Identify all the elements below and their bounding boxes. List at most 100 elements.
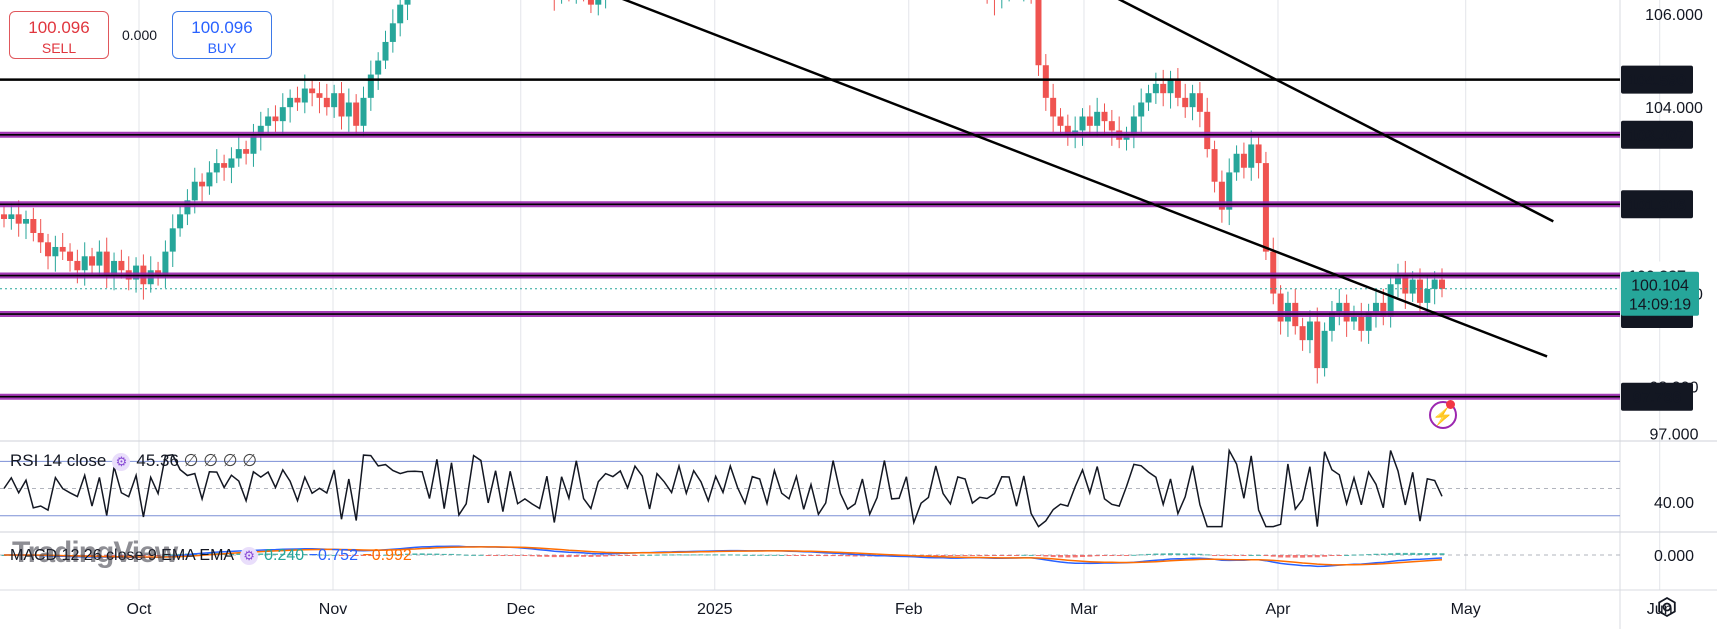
pane-separators xyxy=(0,440,1717,533)
rsi-line xyxy=(3,447,1443,528)
macd-hist-bar xyxy=(419,553,425,555)
macd-hist-bar xyxy=(228,553,234,555)
macd-hist-bar xyxy=(1138,554,1144,556)
macd-hist-bar xyxy=(383,554,389,556)
candle xyxy=(301,74,308,114)
macd-hist-bar xyxy=(390,554,396,556)
candle xyxy=(228,147,235,184)
macd-hist-bar xyxy=(148,555,154,556)
candle xyxy=(37,219,44,254)
macd-hist-bar xyxy=(302,554,308,556)
macd-hist-bar xyxy=(162,554,168,556)
macd-hist-bar xyxy=(991,555,997,556)
tradingview-watermark: TradingView xyxy=(12,536,178,569)
indicator-settings-icon[interactable]: ⚙ xyxy=(112,452,131,471)
macd-hist-bar xyxy=(375,555,381,556)
macd-hist-bar xyxy=(1050,555,1056,558)
candle xyxy=(1196,82,1203,128)
macd-tick-label: 0.000 xyxy=(1654,548,1694,565)
candle xyxy=(1336,288,1343,326)
rsi-label: RSI 14 close xyxy=(10,451,107,470)
candle xyxy=(103,237,110,288)
macd-hist-bar xyxy=(1109,555,1115,556)
candle xyxy=(52,235,59,272)
candle xyxy=(177,205,184,237)
macd-hist-bar xyxy=(1241,555,1247,556)
macd-hist-bar xyxy=(265,553,271,555)
macd-hist-bar xyxy=(654,554,660,556)
macd-hist-bar xyxy=(573,555,579,557)
candle xyxy=(1174,68,1181,107)
macd-hist-bar xyxy=(1292,555,1298,558)
candle xyxy=(199,173,206,202)
macd-hist-bar xyxy=(1175,553,1181,555)
buy-button[interactable]: 100.096 BUY xyxy=(172,11,272,59)
macd-hist-bar xyxy=(691,554,697,556)
macd-hist-bar xyxy=(89,555,95,556)
macd-hist-bar xyxy=(236,553,242,555)
macd-hist-bar xyxy=(823,555,829,557)
macd-hist-bar xyxy=(155,555,161,556)
level-price-text: 104.590 xyxy=(1628,73,1686,90)
macd-hist-bar xyxy=(977,555,983,556)
time-axis[interactable]: Oct Nov Dec 2025 Feb Mar Apr May Jun xyxy=(127,601,1673,618)
macd-hist-bar xyxy=(984,555,990,556)
macd-hist-bar xyxy=(551,555,557,558)
macd-hist-bar xyxy=(471,554,477,556)
current-price-text: 100.104 xyxy=(1631,278,1689,295)
rsi-legend[interactable]: RSI 14 close ⚙ 45.36 ∅ ∅ ∅ ∅ xyxy=(10,451,257,471)
macd-hist-bar xyxy=(1263,555,1269,556)
macd-hist-bar xyxy=(1197,553,1203,555)
macd-hist-bar xyxy=(529,555,535,557)
macd-hist-bar xyxy=(500,555,506,556)
candle xyxy=(1387,275,1394,328)
macd-hist-bar xyxy=(1006,555,1012,556)
macd-hist-bar xyxy=(940,555,946,557)
indicator-settings-icon[interactable]: ⚙ xyxy=(240,547,259,565)
candle xyxy=(279,93,286,135)
rsi-pane: 40.00 xyxy=(0,447,1694,528)
candle xyxy=(1079,108,1086,146)
macd-hist-bar xyxy=(537,555,543,557)
candle xyxy=(169,214,176,267)
macd-hist-bar xyxy=(742,554,748,556)
candle xyxy=(213,149,220,184)
macd-hist-bar xyxy=(206,552,212,555)
macd-hist-bar xyxy=(1336,555,1342,556)
macd-hist-bar xyxy=(126,555,132,556)
candle xyxy=(221,154,228,181)
sell-label: SELL xyxy=(41,40,77,56)
rsi-value: 45.36 xyxy=(136,451,179,470)
macd-hist-bar xyxy=(456,554,462,556)
candle xyxy=(404,0,411,21)
time-tick-label: Nov xyxy=(319,601,347,618)
macd-hist-bar xyxy=(258,553,264,555)
candle xyxy=(397,0,404,37)
candle xyxy=(235,135,242,167)
flash-icon[interactable]: ⚡ xyxy=(1429,401,1457,429)
price-axis[interactable]: 106.000104.000100.00098.00097.000104.590… xyxy=(1621,7,1703,443)
candle xyxy=(1218,170,1225,223)
macd-hist-bar xyxy=(1072,555,1078,558)
macd-hist-bar xyxy=(397,554,403,556)
macd-hist-bar xyxy=(581,555,587,557)
sell-button[interactable]: 100.096 SELL xyxy=(9,11,109,59)
macd-hist-bar xyxy=(449,553,455,555)
macd-hist-bar xyxy=(515,555,521,556)
macd-hist-bar xyxy=(412,553,418,555)
macd-hist-bar xyxy=(1380,553,1386,555)
candle xyxy=(257,111,264,151)
macd-legend[interactable]: MACD 12 26 close 9 EMA EMA ⚙ 0.240 −0.752 … xyxy=(10,547,412,565)
candle xyxy=(1108,109,1115,146)
macd-hist-bar xyxy=(625,555,631,556)
candle xyxy=(1,205,7,228)
macd-hist-bar xyxy=(757,554,763,556)
macd-hist-bar xyxy=(1314,555,1320,558)
macd-hist-bar xyxy=(669,554,675,556)
settings-gear-icon[interactable] xyxy=(1656,596,1678,618)
macd-hist-bar xyxy=(324,554,330,556)
candle xyxy=(553,0,555,11)
macd-hist-bar xyxy=(1344,554,1350,556)
macd-hist-bar xyxy=(1219,555,1225,556)
